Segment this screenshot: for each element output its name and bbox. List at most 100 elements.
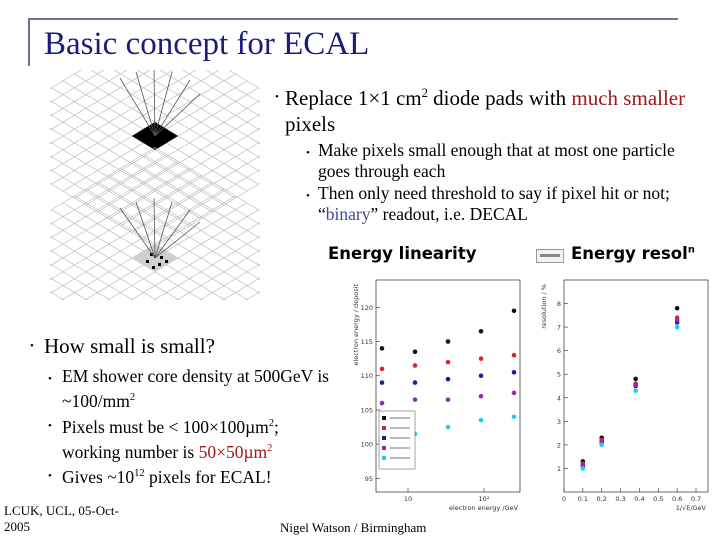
data-point	[379, 346, 385, 351]
data-point	[511, 308, 517, 314]
legend-entry-placeholder	[390, 437, 410, 439]
main-bullet-text-pre: Replace 1×1 cm	[285, 86, 422, 110]
y-tick-label: 100	[361, 441, 373, 449]
legend-swatch	[382, 416, 386, 420]
main-bullet-highlight: much smaller	[571, 86, 686, 110]
legend-swatch	[382, 446, 386, 450]
sub-bullet-2-post: ” readout, i.e. DECAL	[370, 204, 528, 224]
detail-2-mid: ; working number is	[62, 416, 279, 462]
detail-bullet-1: • EM shower core density at 500GeV is ~1…	[48, 366, 337, 412]
pad-pixel-diagram	[50, 70, 260, 300]
y-tick-label: 2	[557, 441, 561, 449]
sub-bullet-1: • Make pixels small enough that at most …	[306, 140, 708, 182]
y-tick-label: 95	[365, 475, 373, 483]
y-tick-label: 6	[557, 347, 561, 355]
data-point	[580, 462, 586, 468]
hit-pixel	[152, 266, 155, 269]
data-point	[412, 349, 418, 355]
x-axis-label: 1/√E/GeV	[676, 504, 707, 512]
legend-entry-placeholder	[390, 427, 410, 429]
detail-3-sup: 12	[134, 468, 145, 480]
sub-bullet-2: • Then only need threshold to say if pix…	[306, 183, 708, 225]
page-title: Basic concept for ECAL	[44, 26, 370, 62]
data-point	[511, 370, 517, 375]
y-tick-label: 110	[361, 372, 373, 380]
data-point	[478, 356, 484, 361]
data-point	[478, 373, 484, 379]
sub-bullet-list: • Make pixels small enough that at most …	[306, 140, 708, 226]
title-frame-left	[28, 18, 30, 66]
fine-pixel-illustration	[50, 147, 260, 300]
caption-energy-linearity: Energy linearity	[328, 244, 477, 263]
hit-pixel	[146, 260, 149, 263]
legend-entry-placeholder	[390, 417, 410, 419]
y-tick-label: 8	[557, 300, 561, 308]
data-point	[580, 466, 586, 471]
data-point	[633, 382, 638, 388]
data-point	[511, 390, 517, 396]
detail-2-highlight-sup: 2	[267, 442, 273, 454]
legend-swatch	[382, 426, 386, 430]
resolution-chart: 1 2 3 4 5 6 7 8 0 0.1 0.2 0.3 0.4 0.5 0.6 0.7 1/√E/GeV re…	[536, 270, 716, 518]
data-point	[599, 439, 605, 444]
y-tick-label: 7	[557, 324, 561, 332]
detail-bullet-list: • EM shower core density at 500GeV is ~1…	[48, 366, 337, 489]
caption-energy-resolution-text: Energy resol	[571, 244, 688, 263]
detail-bullet-3: • Gives ~1012 pixels for ECAL!	[48, 463, 337, 488]
detail-3-post: pixels for ECAL!	[144, 467, 272, 488]
data-point	[633, 376, 638, 382]
y-tick-label: 120	[361, 304, 373, 312]
x-tick-label: 0.7	[691, 495, 701, 503]
data-point	[478, 328, 484, 334]
bullet-dot: •	[48, 373, 52, 385]
legend-thumbnail-icon	[536, 249, 564, 263]
x-tick-label: 0.2	[597, 495, 607, 503]
bullet-dot: •	[48, 470, 52, 483]
detail-1-sup: 2	[129, 392, 136, 403]
question-bullet: • How small is small?	[30, 334, 215, 359]
data-point	[478, 393, 484, 399]
data-point	[445, 359, 451, 365]
x-axis-label: electron energy /GeV	[449, 504, 519, 512]
x-tick-label: 10²	[479, 495, 490, 503]
title-frame-top	[28, 18, 678, 20]
main-bullet-sup: 2	[421, 86, 428, 100]
footer-event: LCUK, UCL, 05-Oct-2005	[4, 503, 119, 534]
x-tick-label: 10	[404, 495, 412, 503]
data-point	[511, 352, 517, 358]
data-point	[511, 414, 517, 420]
bullet-dot: •	[30, 340, 34, 352]
bullet-dot: •	[306, 147, 310, 159]
coarse-pad-illustration	[50, 70, 260, 247]
y-tick-label: 3	[557, 418, 561, 426]
data-point	[633, 388, 638, 394]
data-point	[412, 363, 418, 368]
y-tick-label: 4	[557, 394, 561, 402]
detail-2-highlight: 50×50µm	[198, 441, 268, 462]
footer-author: Nigel Watson / Birmingham	[280, 520, 427, 535]
x-tick-label: 0.4	[634, 495, 644, 503]
x-tick-label: 0.3	[615, 495, 625, 503]
data-point	[445, 424, 451, 430]
bullet-dot: •	[48, 419, 52, 432]
detail-3-pre: Gives ~10	[62, 467, 135, 488]
linearity-chart: 95 100 105 110 115 120 10 10² electron energy /G…	[348, 270, 528, 518]
detail-bullet-2: • Pixels must be < 100×100µm 2; working n…	[48, 413, 337, 463]
main-bullet-text-mid: diode pads with	[427, 86, 572, 110]
data-point	[674, 324, 680, 330]
y-tick-label: 115	[361, 338, 373, 346]
resolution-chart-svg: 1 2 3 4 5 6 7 8 0 0.1 0.2 0.3 0.4 0.5 0.6 0.71/√E/GeV re…	[540, 279, 709, 512]
y-tick-label: 1	[557, 465, 561, 473]
detail-2-pre: Pixels must be < 100×100µm	[62, 416, 269, 437]
bullet-dot: •	[306, 190, 310, 202]
detail-1-pre: EM shower core density at 500GeV is ~100…	[62, 366, 329, 411]
question-text: How small is small?	[44, 334, 215, 358]
legend-swatch	[382, 456, 386, 460]
hit-pixel	[160, 256, 163, 259]
data-point	[445, 339, 451, 344]
data-point	[445, 397, 451, 402]
x-tick-label: 0.1	[578, 495, 588, 503]
hit-pixel	[165, 260, 168, 263]
sub-bullet-2-highlight: binary	[325, 204, 371, 224]
